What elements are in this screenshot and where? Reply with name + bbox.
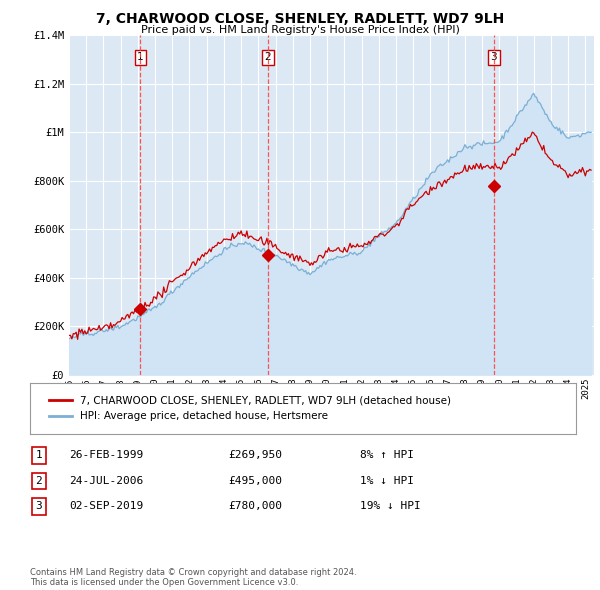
Text: 19% ↓ HPI: 19% ↓ HPI xyxy=(360,502,421,511)
Text: 3: 3 xyxy=(490,52,497,62)
Text: 8% ↑ HPI: 8% ↑ HPI xyxy=(360,451,414,460)
Text: Price paid vs. HM Land Registry's House Price Index (HPI): Price paid vs. HM Land Registry's House … xyxy=(140,25,460,35)
Text: £269,950: £269,950 xyxy=(228,451,282,460)
Text: 24-JUL-2006: 24-JUL-2006 xyxy=(69,476,143,486)
Text: 1% ↓ HPI: 1% ↓ HPI xyxy=(360,476,414,486)
Text: 26-FEB-1999: 26-FEB-1999 xyxy=(69,451,143,460)
Legend: 7, CHARWOOD CLOSE, SHENLEY, RADLETT, WD7 9LH (detached house), HPI: Average pric: 7, CHARWOOD CLOSE, SHENLEY, RADLETT, WD7… xyxy=(41,388,460,430)
Text: 1: 1 xyxy=(35,451,43,460)
Text: Contains HM Land Registry data © Crown copyright and database right 2024.
This d: Contains HM Land Registry data © Crown c… xyxy=(30,568,356,587)
Text: 7, CHARWOOD CLOSE, SHENLEY, RADLETT, WD7 9LH: 7, CHARWOOD CLOSE, SHENLEY, RADLETT, WD7… xyxy=(96,12,504,26)
Text: 2: 2 xyxy=(35,476,43,486)
Text: 1: 1 xyxy=(137,52,144,62)
Text: 2: 2 xyxy=(265,52,271,62)
Text: £495,000: £495,000 xyxy=(228,476,282,486)
Text: 02-SEP-2019: 02-SEP-2019 xyxy=(69,502,143,511)
Text: £780,000: £780,000 xyxy=(228,502,282,511)
Text: 3: 3 xyxy=(35,502,43,511)
